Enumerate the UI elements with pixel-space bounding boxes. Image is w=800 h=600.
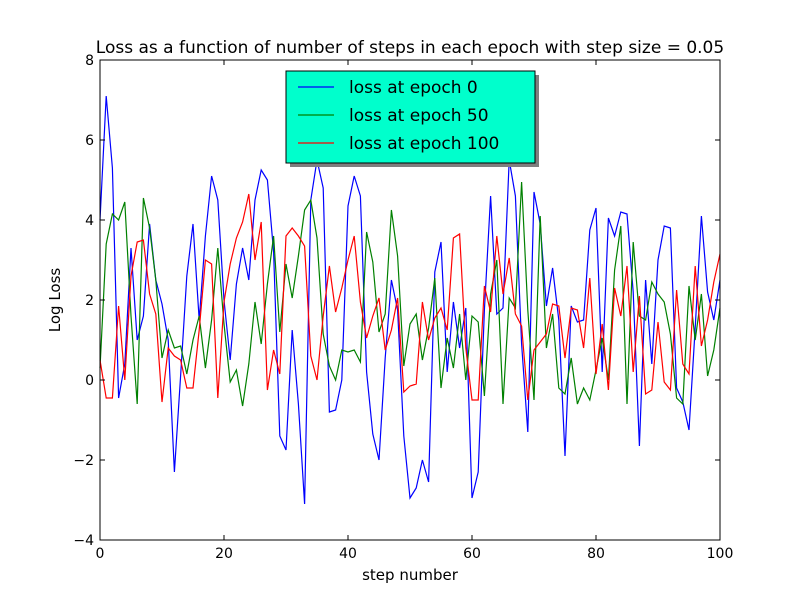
- legend: loss at epoch 0 loss at epoch 50 loss at e…: [285, 70, 539, 167]
- x-tick-label: 100: [707, 546, 734, 562]
- x-tick-label: 0: [96, 546, 105, 562]
- x-tick-label: 80: [587, 546, 605, 562]
- x-tick-label: 60: [463, 546, 481, 562]
- legend-label-1: loss at epoch 50: [349, 106, 489, 126]
- series-lines: [99, 95, 721, 505]
- y-tick-label: −2: [73, 453, 94, 469]
- series-line-2: [99, 193, 721, 403]
- legend-label-2: loss at epoch 100: [349, 134, 499, 154]
- y-tick-label: −4: [73, 533, 94, 549]
- y-tick-label: 4: [85, 213, 94, 229]
- y-tick-label: 6: [85, 133, 94, 149]
- y-tick-label: 0: [85, 373, 94, 389]
- y-tick-label: 8: [85, 53, 94, 69]
- legend-box: [285, 70, 536, 164]
- legend-label-0: loss at epoch 0: [349, 78, 478, 98]
- series-line-1: [99, 181, 721, 407]
- y-tick-label: 2: [85, 293, 94, 309]
- y-axis-label: Log Loss: [46, 268, 64, 333]
- x-tick-label: 20: [215, 546, 233, 562]
- legend-entries: loss at epoch 0 loss at epoch 50 loss at e…: [298, 78, 499, 154]
- x-axis-label: step number: [362, 566, 459, 584]
- x-tick-label: 40: [339, 546, 357, 562]
- y-axis-ticks: −4 −2 0 2 4 6 8: [73, 53, 720, 549]
- x-axis-ticks: 0 20 40 60 80 100: [96, 60, 734, 562]
- series-line-0: [99, 95, 721, 505]
- chart-title: Loss as a function of number of steps in…: [96, 38, 724, 58]
